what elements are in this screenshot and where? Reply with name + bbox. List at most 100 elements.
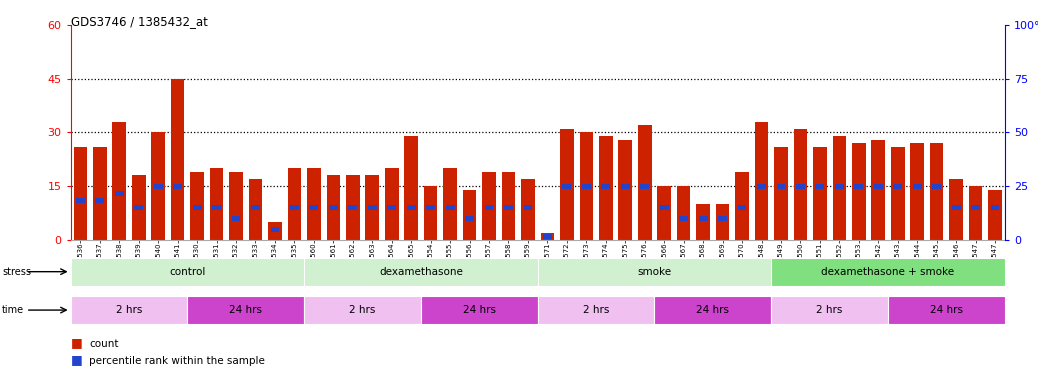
Bar xyxy=(71,296,187,324)
Bar xyxy=(716,204,730,240)
Bar xyxy=(968,186,982,240)
Bar xyxy=(231,216,241,221)
Text: percentile rank within the sample: percentile rank within the sample xyxy=(89,356,265,366)
Bar xyxy=(304,258,538,286)
Bar xyxy=(757,184,766,189)
Bar xyxy=(407,205,415,210)
Bar xyxy=(990,205,1000,210)
Bar xyxy=(912,184,922,189)
Bar xyxy=(930,143,944,240)
Bar xyxy=(718,216,727,221)
Text: 24 hrs: 24 hrs xyxy=(930,305,963,315)
Bar xyxy=(115,191,124,196)
Bar xyxy=(910,143,924,240)
Bar xyxy=(504,205,513,210)
Bar xyxy=(621,184,630,189)
Text: 2 hrs: 2 hrs xyxy=(116,305,142,315)
Bar xyxy=(874,184,882,189)
Text: 2 hrs: 2 hrs xyxy=(817,305,843,315)
Text: 24 hrs: 24 hrs xyxy=(696,305,730,315)
Bar xyxy=(290,205,299,210)
Bar xyxy=(304,296,421,324)
Bar xyxy=(365,175,379,240)
Bar xyxy=(193,205,201,210)
Bar xyxy=(619,140,632,240)
Bar xyxy=(660,205,668,210)
Bar xyxy=(268,222,281,240)
Bar xyxy=(952,205,960,210)
Bar xyxy=(427,205,435,210)
Bar xyxy=(485,205,493,210)
Bar xyxy=(152,132,165,240)
Text: dexamethasone + smoke: dexamethasone + smoke xyxy=(821,266,955,277)
Bar xyxy=(112,122,126,240)
Bar xyxy=(212,205,221,210)
Bar xyxy=(271,227,279,232)
Bar xyxy=(349,205,357,210)
Bar xyxy=(816,184,824,189)
Bar xyxy=(832,136,846,240)
Bar xyxy=(523,205,532,210)
Bar xyxy=(854,184,864,189)
Bar xyxy=(696,204,710,240)
Bar xyxy=(463,190,476,240)
Bar xyxy=(950,179,963,240)
Bar xyxy=(835,184,844,189)
Bar xyxy=(251,205,260,210)
Bar xyxy=(327,175,340,240)
Bar xyxy=(738,205,746,210)
Bar xyxy=(465,216,474,221)
Bar xyxy=(561,129,574,240)
Bar xyxy=(699,216,708,221)
Text: GDS3746 / 1385432_at: GDS3746 / 1385432_at xyxy=(71,15,208,28)
Bar xyxy=(872,140,885,240)
Bar xyxy=(309,205,319,210)
Bar xyxy=(367,205,377,210)
Bar xyxy=(887,296,1005,324)
Bar xyxy=(771,296,887,324)
Bar xyxy=(74,147,87,240)
Bar xyxy=(421,296,538,324)
Text: smoke: smoke xyxy=(637,266,672,277)
Bar xyxy=(385,168,399,240)
Bar xyxy=(154,184,163,189)
Bar xyxy=(329,205,337,210)
Bar xyxy=(445,205,455,210)
Bar xyxy=(796,184,804,189)
Text: ■: ■ xyxy=(71,353,82,366)
Text: time: time xyxy=(2,305,24,315)
Bar xyxy=(735,172,748,240)
Text: dexamethasone: dexamethasone xyxy=(379,266,463,277)
Bar xyxy=(794,129,808,240)
Bar xyxy=(894,184,902,189)
Bar xyxy=(71,258,304,286)
Bar xyxy=(387,205,397,210)
Bar xyxy=(171,79,185,240)
Bar xyxy=(601,184,610,189)
Text: 24 hrs: 24 hrs xyxy=(463,305,496,315)
Bar xyxy=(755,122,768,240)
Bar xyxy=(210,168,223,240)
Bar xyxy=(932,184,941,189)
Bar xyxy=(173,184,182,189)
Bar xyxy=(521,179,535,240)
Bar xyxy=(538,296,654,324)
Bar xyxy=(582,184,591,189)
Bar xyxy=(443,168,457,240)
Bar xyxy=(972,205,980,210)
Bar xyxy=(852,143,866,240)
Bar xyxy=(132,175,145,240)
Bar xyxy=(134,205,143,210)
Bar xyxy=(95,198,104,203)
Bar xyxy=(538,258,771,286)
Bar xyxy=(501,172,515,240)
Bar xyxy=(988,190,1002,240)
Bar xyxy=(774,147,788,240)
Text: 24 hrs: 24 hrs xyxy=(229,305,263,315)
Bar xyxy=(891,147,904,240)
Bar xyxy=(543,234,552,239)
Bar xyxy=(483,172,496,240)
Text: stress: stress xyxy=(2,266,31,277)
Bar xyxy=(424,186,437,240)
Bar xyxy=(771,258,1005,286)
